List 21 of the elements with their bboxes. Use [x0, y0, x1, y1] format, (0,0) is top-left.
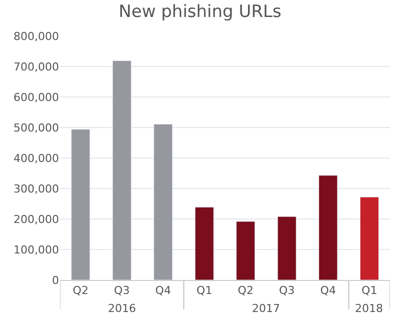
y-tick-label: 300,000	[14, 182, 59, 196]
x-tick-label: Q4	[155, 284, 171, 298]
x-tick-label: Q2	[72, 284, 88, 298]
y-tick-label: 100,000	[14, 243, 59, 256]
y-tick-label: 400,000	[14, 152, 59, 165]
text: 2016	[108, 302, 136, 315]
x-tick-label: Q1	[362, 284, 378, 298]
x-tick-label: Q3	[279, 284, 295, 298]
text: 2018	[355, 302, 383, 315]
x-tick-label: Q4	[320, 284, 336, 298]
y-tick-label: 700,000	[14, 60, 59, 74]
text: 2017	[252, 302, 280, 315]
y-tick-label: 800,000	[14, 30, 59, 43]
x-tick-label: Q1	[196, 284, 212, 298]
y-tick-label: 600,000	[14, 90, 59, 104]
chart-title: New phishing URLs	[118, 2, 282, 22]
x-tick-label: Q3	[114, 284, 130, 298]
x-tick-label: Q2	[238, 284, 254, 298]
y-tick-label: 0	[52, 274, 59, 287]
y-tick-label: 500,000	[14, 121, 59, 134]
y-tick-label: 200,000	[14, 212, 59, 226]
